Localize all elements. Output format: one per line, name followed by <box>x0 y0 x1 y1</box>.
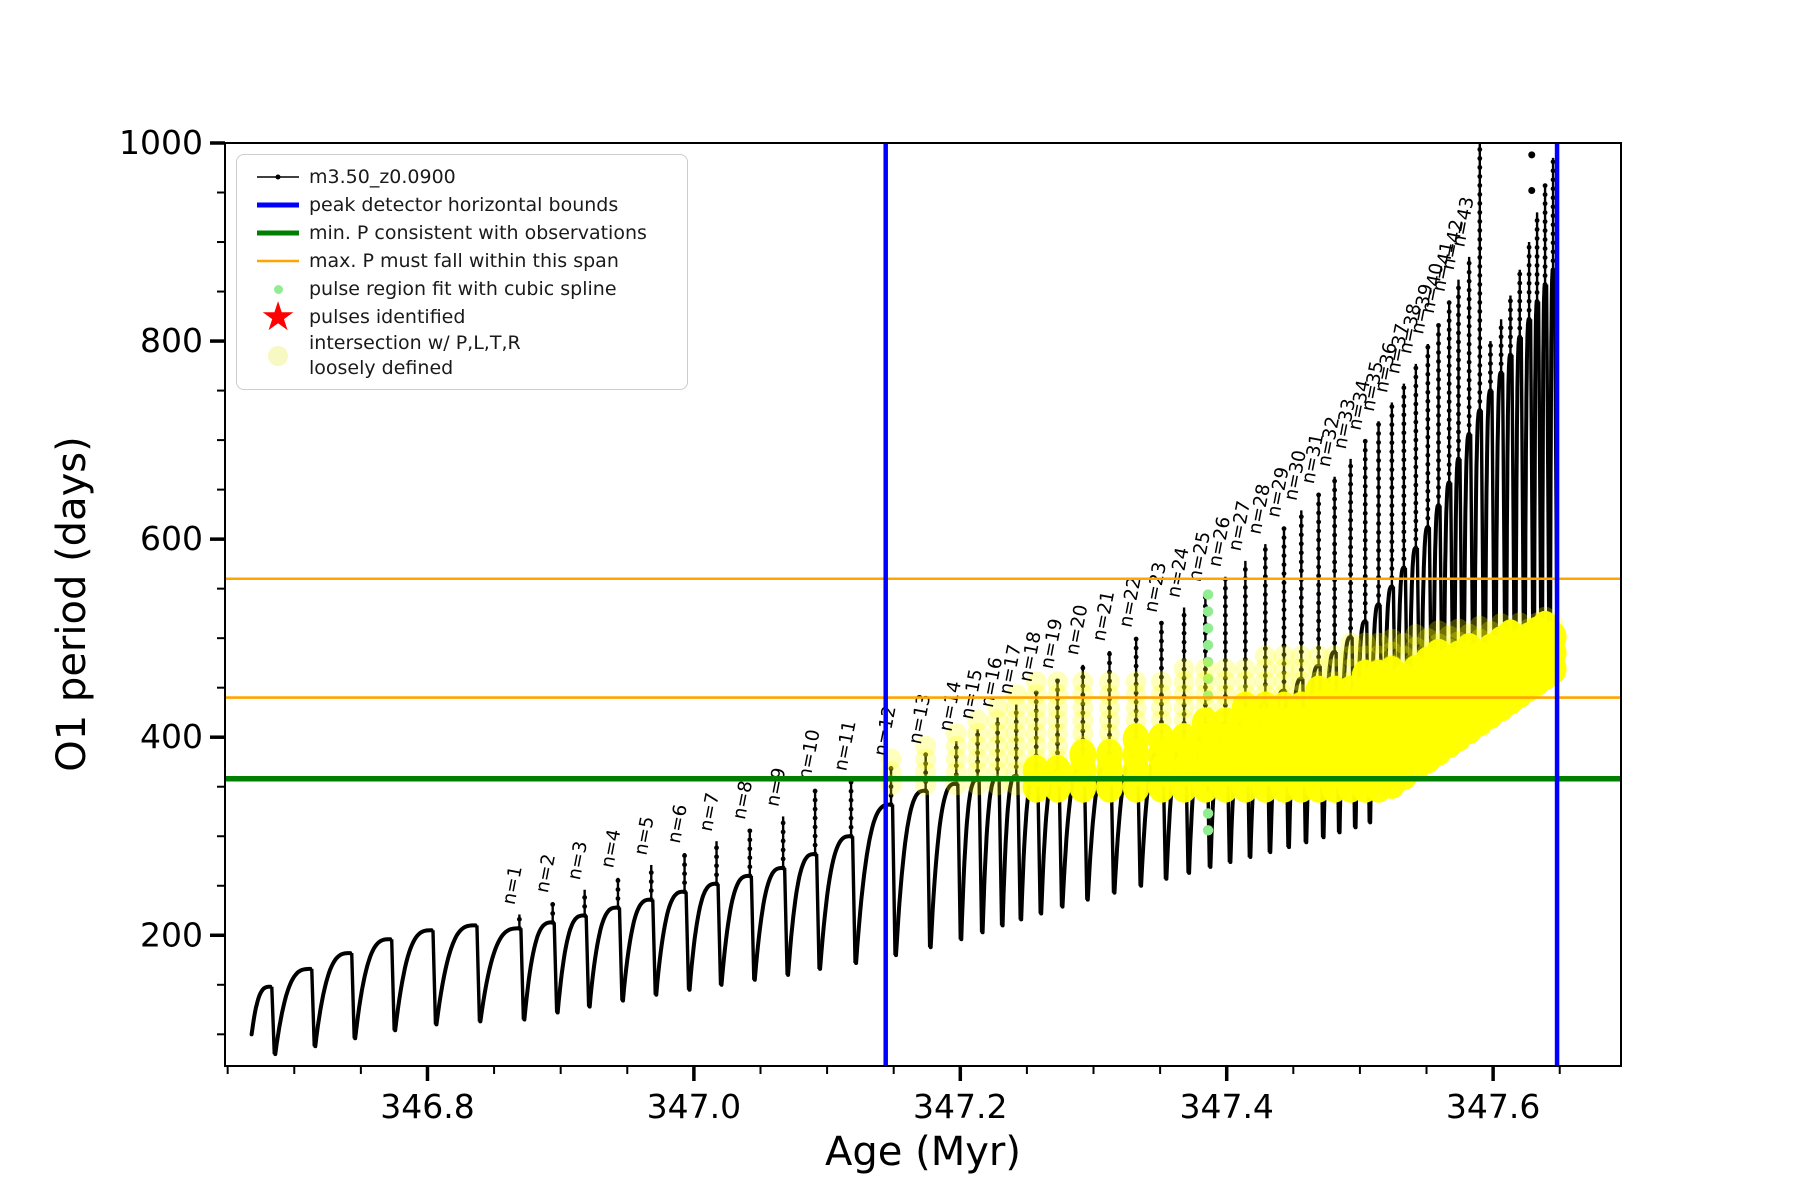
line-marker-icon <box>247 226 309 240</box>
legend-item-label: peak detector horizontal bounds <box>309 193 619 216</box>
dot-marker-icon <box>247 346 309 366</box>
legend-item-1: peak detector horizontal bounds <box>247 191 675 219</box>
axis-ticks: 346.8 347.0 347.2 347.4 347.6 200 400 600 800 100… <box>119 123 1561 1126</box>
legend-item-4: pulse region fit with cubic spline <box>247 275 675 303</box>
legend-item-3: max. P must fall within this span <box>247 247 675 275</box>
svg-text:200: 200 <box>140 915 203 954</box>
legend-item-label: max. P must fall within this span <box>309 249 619 272</box>
svg-text:346.8: 346.8 <box>380 1087 474 1126</box>
svg-text:347.0: 347.0 <box>647 1087 741 1126</box>
line-marker-icon <box>247 198 309 212</box>
svg-text:400: 400 <box>140 717 203 756</box>
axes-frame <box>224 142 1622 1067</box>
x-axis-label: Age (Myr) <box>825 1129 1021 1175</box>
intersection-region <box>1022 610 1567 803</box>
svg-text:600: 600 <box>140 519 203 558</box>
svg-text:347.6: 347.6 <box>1446 1087 1540 1126</box>
legend-item-label: min. P consistent with observations <box>309 221 647 244</box>
legend-item-label: pulses identified <box>309 305 466 328</box>
y-axis-label: O1 period (days) <box>49 436 95 772</box>
legend-item-6: intersection w/ P,L,T,R loosely defined <box>247 331 675 381</box>
legend-item-label: intersection w/ P,L,T,R loosely defined <box>309 332 521 379</box>
line-marker-icon <box>247 254 309 268</box>
legend-item-5: ★ pulses identified <box>247 294 675 340</box>
legend-item-2: min. P consistent with observations <box>247 219 675 247</box>
legend-item-label: pulse region fit with cubic spline <box>309 277 617 300</box>
bound-lines <box>225 143 1621 1066</box>
svg-text:347.2: 347.2 <box>913 1087 1007 1126</box>
svg-text:347.4: 347.4 <box>1179 1087 1273 1126</box>
stray-data-point <box>1528 151 1536 159</box>
svg-text:1000: 1000 <box>119 123 203 162</box>
dot-marker-icon <box>247 284 309 294</box>
legend-item-label: m3.50_z0.0900 <box>309 165 456 188</box>
legend-item-0: m3.50_z0.0900 <box>247 163 675 191</box>
star-icon: ★ <box>260 294 296 340</box>
line-marker-icon <box>247 170 309 184</box>
stray-data-point <box>1528 187 1536 195</box>
svg-text:800: 800 <box>140 321 203 360</box>
